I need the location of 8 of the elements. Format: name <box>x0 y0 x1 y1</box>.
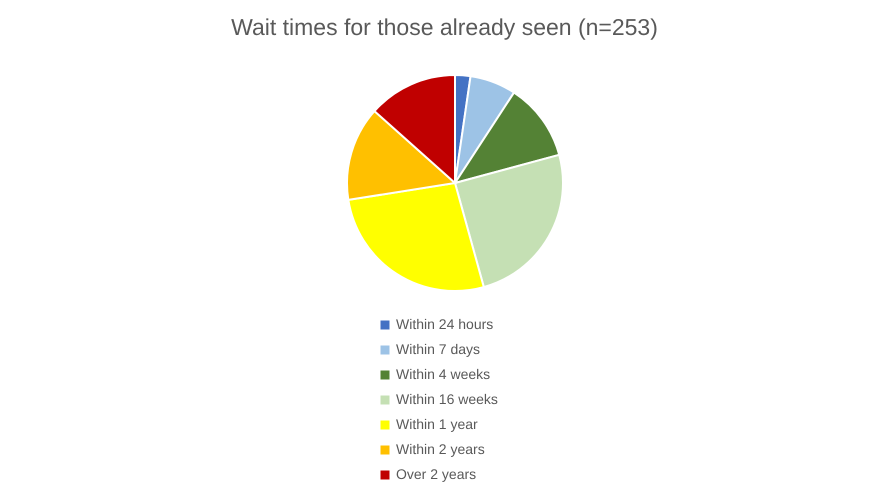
legend-label: Within 1 year <box>396 416 478 432</box>
legend-label: Within 7 days <box>396 341 480 357</box>
chart-title: Wait times for those already seen (n=253) <box>231 14 658 40</box>
legend-label: Over 2 years <box>396 466 476 482</box>
legend-label: Within 24 hours <box>396 316 494 332</box>
legend-label: Within 4 weeks <box>396 366 490 382</box>
legend-label: Within 16 weeks <box>396 391 498 407</box>
legend-label: Within 2 years <box>396 441 485 457</box>
